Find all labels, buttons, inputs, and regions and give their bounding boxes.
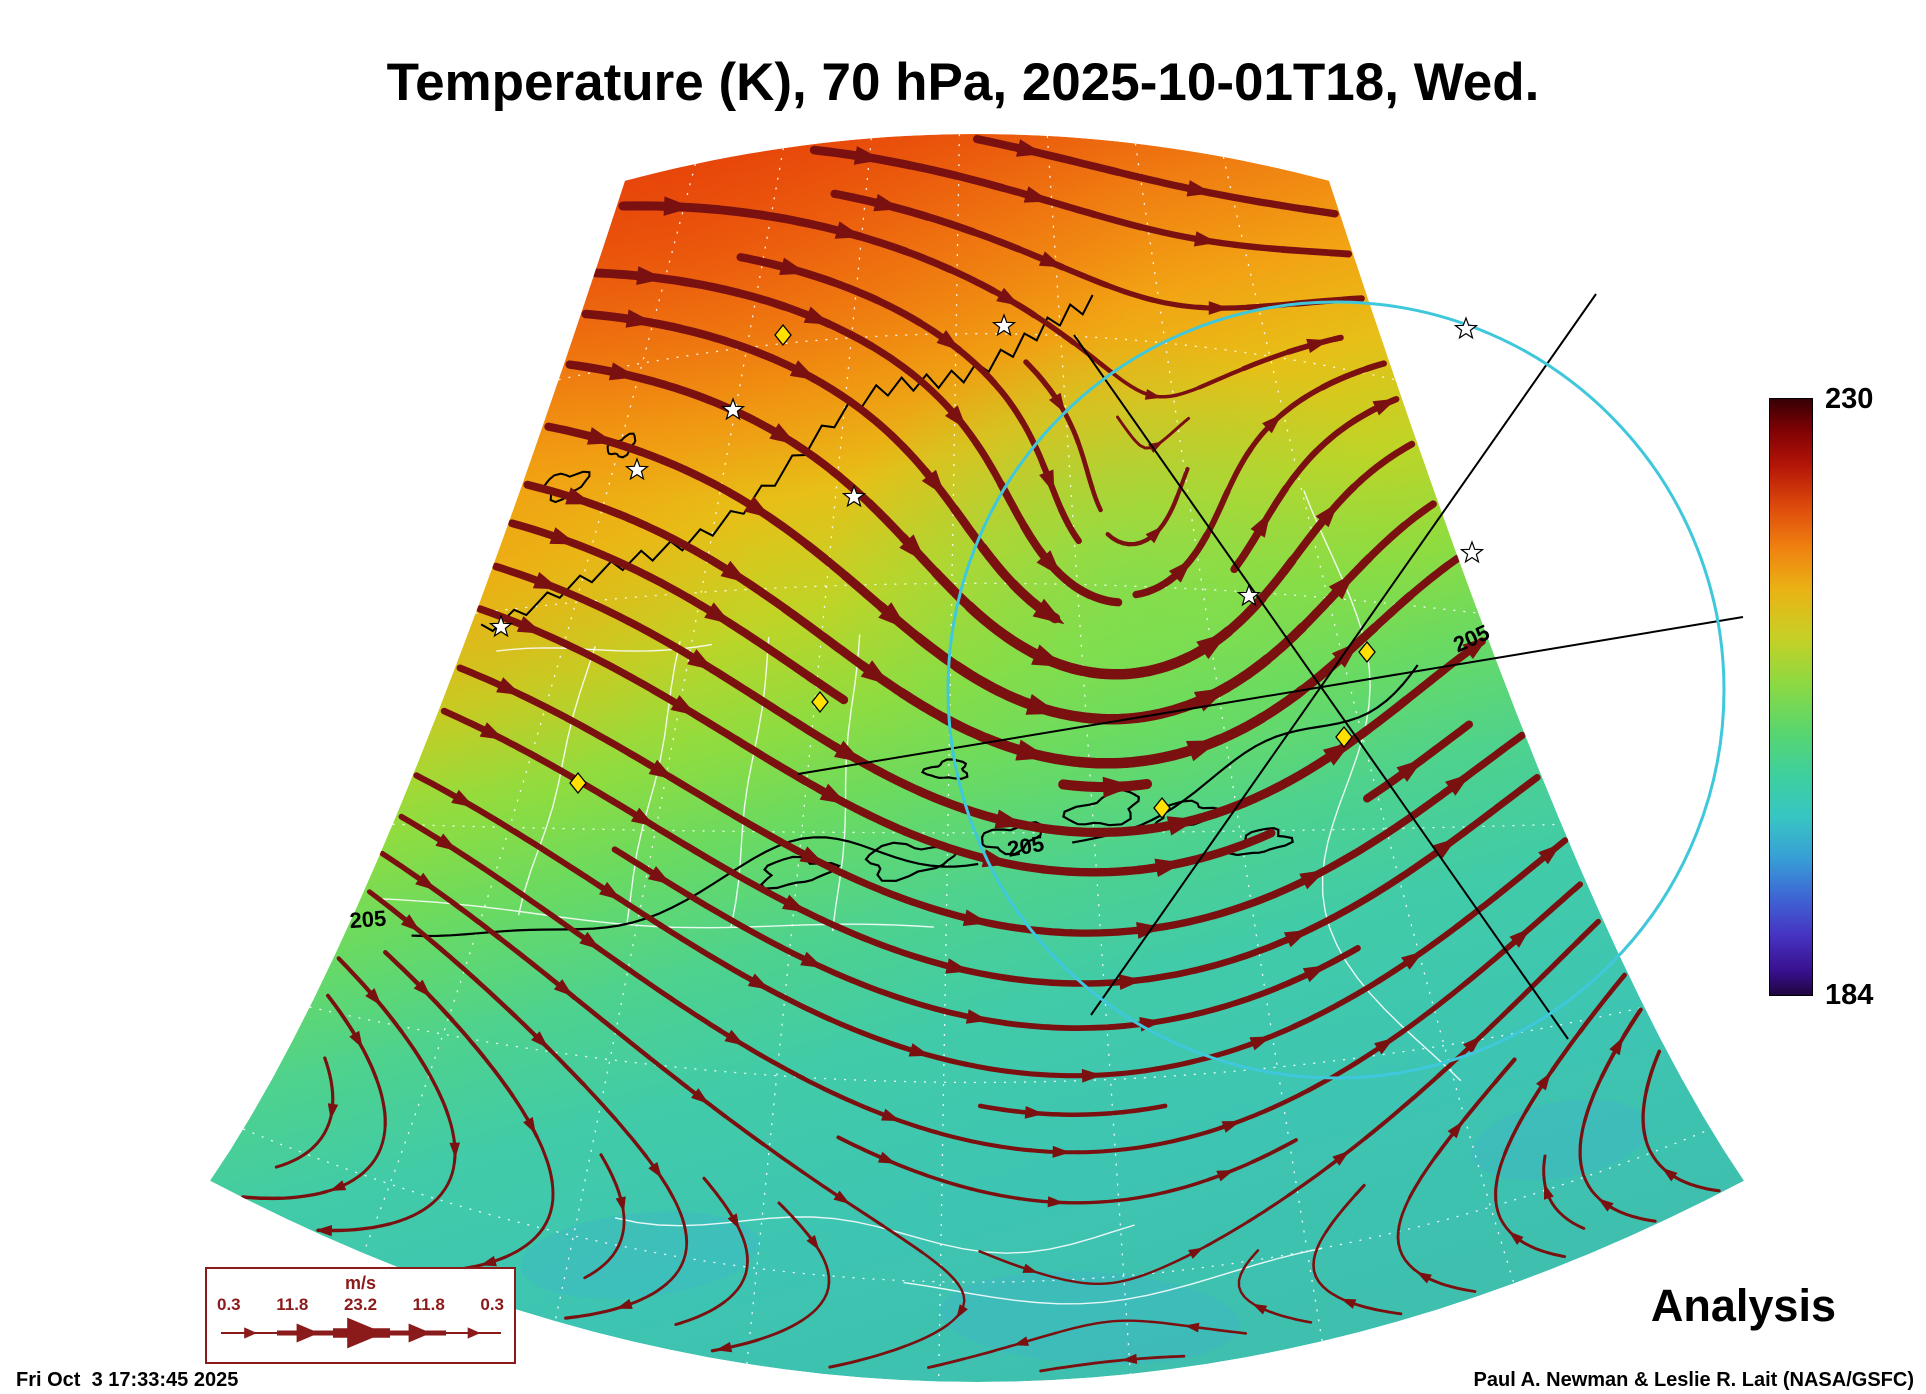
legend-speed-4: 0.3 <box>480 1295 504 1314</box>
legend-speed-0: 0.3 <box>217 1295 241 1314</box>
overlay-line <box>797 616 1744 775</box>
overlay-line <box>1090 293 1597 1016</box>
graticule <box>242 134 1712 1382</box>
city-star-marker <box>488 614 514 638</box>
station-diamond-marker <box>1358 640 1376 664</box>
city-star-marker <box>624 457 650 481</box>
city-star-marker <box>720 397 746 421</box>
contour-label: 205 <box>349 906 387 934</box>
streamlines <box>241 135 1721 1373</box>
legend-speed-3: 11.8 <box>412 1295 445 1314</box>
station-diamond-marker <box>1335 725 1353 749</box>
city-star-marker <box>991 313 1017 337</box>
analysis-label: Analysis <box>1650 1280 1836 1331</box>
station-diamond-marker <box>811 690 829 714</box>
wind-arrow-scale-glyph <box>221 1317 501 1349</box>
legend-speed-values: 0.3 11.8 23.2 11.8 0.3 <box>207 1295 514 1315</box>
station-diamond-marker <box>774 323 792 347</box>
colorbar-max-label: 230 <box>1825 383 1874 415</box>
city-star-marker <box>1459 540 1485 564</box>
legend-speed-1: 11.8 <box>276 1295 309 1314</box>
city-star-marker <box>1236 583 1262 607</box>
station-diamond-marker <box>1153 796 1171 820</box>
city-star-marker <box>1453 316 1479 340</box>
colorbar-gradient-bar <box>1769 398 1813 996</box>
city-star-marker <box>841 484 867 508</box>
legend-units-label: m/s <box>344 1273 377 1293</box>
footer-timestamp: Fri Oct 3 17:33:45 2025 <box>16 1369 239 1391</box>
wind-speed-legend: m/s 0.3 11.8 23.2 11.8 0.3 <box>205 1267 516 1364</box>
overlay-geometry <box>797 293 1744 1080</box>
colorbar-min-label: 184 <box>1825 979 1874 1011</box>
region-borders <box>379 490 1462 1305</box>
colorbar: 230 184 <box>1769 370 1919 1030</box>
footer: Fri Oct 3 17:33:45 2025 Paul A. Newman &… <box>16 1369 1914 1392</box>
figure-title: Temperature (K), 70 hPa, 2025-10-01T18, … <box>386 53 1540 112</box>
station-markers <box>488 313 1485 820</box>
station-diamond-marker <box>569 771 587 795</box>
overlay-circle <box>946 300 1726 1080</box>
legend-speed-2: 23.2 <box>343 1295 378 1314</box>
footer-credit: Paul A. Newman & Leslie R. Lait (NASA/GS… <box>1473 1369 1914 1391</box>
